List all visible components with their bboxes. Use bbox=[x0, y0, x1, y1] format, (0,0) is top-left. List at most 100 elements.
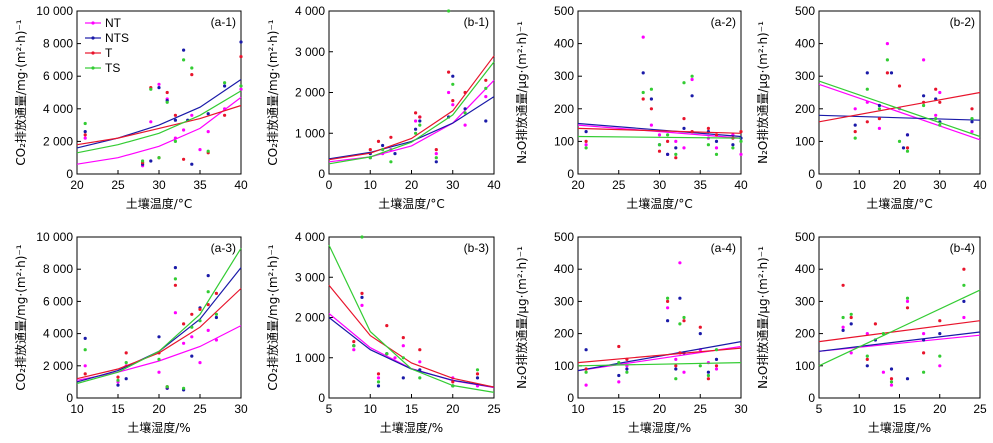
data-point-nts bbox=[970, 120, 974, 124]
data-point-nts bbox=[149, 159, 153, 163]
data-point-nt bbox=[865, 100, 869, 104]
y-tick-label: 400 bbox=[554, 37, 574, 51]
x-axis-label: 土壤温度/°C bbox=[626, 196, 692, 211]
x-tick-label: 30 bbox=[234, 402, 248, 416]
x-tick-label: 40 bbox=[734, 178, 748, 192]
data-point-nts bbox=[418, 119, 422, 123]
y-tick-label: 100 bbox=[795, 359, 815, 373]
data-point-ts bbox=[714, 348, 719, 352]
data-point-ts bbox=[116, 378, 120, 382]
data-point-t bbox=[674, 364, 678, 368]
data-point-nts bbox=[666, 152, 670, 156]
data-point-ts bbox=[484, 86, 488, 90]
data-point-t bbox=[206, 303, 210, 307]
data-point-t bbox=[841, 283, 845, 287]
y-tick-label: 300 bbox=[554, 69, 574, 83]
y-tick-label: 2 000 bbox=[43, 359, 73, 373]
data-point-nts bbox=[641, 71, 645, 75]
panel-b-3: 5 10 15 20 25 0 1 000 2 000 3 000 4 000 土壤湿度/% CO₂排… bbox=[265, 230, 501, 435]
data-point-t bbox=[714, 364, 719, 368]
data-point-nt bbox=[584, 383, 588, 387]
data-point-ts bbox=[451, 82, 455, 86]
data-point-ts bbox=[962, 283, 966, 287]
x-tick-label: 40 bbox=[234, 178, 248, 192]
data-point-nt bbox=[649, 123, 654, 127]
y-tick-label: 0 bbox=[66, 167, 73, 181]
data-point-nt bbox=[881, 370, 886, 374]
y-axis-label: N₂O排放通量/μg·(m²·h)⁻¹ bbox=[514, 21, 529, 164]
x-tick-label: 10 bbox=[853, 402, 867, 416]
data-point-t bbox=[165, 90, 169, 95]
data-point-t bbox=[198, 307, 202, 311]
x-axis-label: 土壤湿度/% bbox=[628, 420, 691, 435]
data-point-nt bbox=[182, 341, 186, 345]
data-point-nt bbox=[938, 90, 942, 95]
data-point-nt bbox=[617, 380, 621, 384]
data-point-t bbox=[584, 139, 588, 143]
data-point-nts bbox=[584, 130, 588, 134]
data-point-nt bbox=[905, 299, 910, 303]
data-point-ts bbox=[182, 58, 186, 62]
data-point-t bbox=[124, 351, 128, 355]
data-point-ts bbox=[206, 149, 210, 153]
fit-line-ts bbox=[328, 61, 495, 165]
x-tick-label: 20 bbox=[653, 402, 667, 416]
fit-line-nts bbox=[818, 331, 981, 352]
panel-b-1: 0 10 20 30 40 0 1 000 2 000 3 000 4 000 土壤温度/°C CO₂… bbox=[265, 4, 501, 211]
data-point-nt bbox=[641, 35, 645, 39]
y-tick-label: 100 bbox=[554, 359, 574, 373]
data-point-nts bbox=[434, 160, 438, 164]
y-tick-label: 300 bbox=[795, 294, 815, 308]
panel-a-4: 10 15 20 25 300100200300400500土壤湿度/%N₂O排放通量/… bbox=[514, 230, 748, 435]
data-point-ts bbox=[641, 90, 645, 95]
y-tick-label: 1 000 bbox=[295, 126, 325, 140]
fit-line-nts bbox=[76, 79, 242, 149]
x-tick-label: 5 bbox=[326, 402, 333, 416]
data-point-nts bbox=[173, 118, 177, 122]
data-point-nt bbox=[463, 123, 467, 127]
data-point-nts bbox=[962, 299, 966, 303]
data-point-ts bbox=[190, 66, 194, 70]
data-point-t bbox=[962, 267, 966, 271]
data-point-nt bbox=[173, 136, 177, 140]
data-point-nts bbox=[714, 139, 719, 143]
data-point-ts bbox=[157, 156, 161, 160]
data-point-nt bbox=[922, 332, 926, 336]
legend-marker-nt bbox=[91, 21, 95, 25]
data-point-ts bbox=[173, 139, 177, 143]
data-point-nt bbox=[451, 103, 455, 107]
data-point-nts bbox=[865, 71, 869, 75]
fit-line-nt bbox=[328, 79, 495, 163]
data-point-t bbox=[475, 372, 480, 376]
y-tick-label: 6 000 bbox=[43, 294, 73, 308]
data-point-t bbox=[173, 113, 177, 117]
data-point-ts bbox=[157, 357, 161, 361]
data-point-nt bbox=[853, 107, 857, 111]
legend-label-nt: NT bbox=[105, 16, 122, 30]
data-point-nts bbox=[905, 133, 910, 137]
y-tick-label: 500 bbox=[554, 230, 574, 244]
data-point-ts bbox=[877, 107, 882, 111]
x-tick-label: 20 bbox=[405, 178, 419, 192]
y-tick-label: 400 bbox=[554, 262, 574, 276]
data-point-t bbox=[214, 291, 218, 295]
y-tick-label: 6 000 bbox=[43, 69, 73, 83]
panel-b-2: 0 10 20 30 400100200300400500土壤温度/°CN₂O排放通量/… bbox=[755, 4, 987, 211]
data-point-ts bbox=[124, 361, 128, 365]
data-point-nts bbox=[584, 348, 588, 352]
plot-frame bbox=[328, 10, 495, 175]
x-tick-label: 10 bbox=[571, 402, 585, 416]
y-tick-label: 0 bbox=[567, 167, 574, 181]
data-point-t bbox=[714, 133, 719, 137]
fit-line-ts bbox=[818, 80, 981, 138]
data-point-ts bbox=[190, 325, 194, 329]
data-point-nts bbox=[157, 86, 161, 90]
data-point-t bbox=[182, 322, 186, 326]
fit-line-ts bbox=[76, 90, 242, 154]
data-point-ts bbox=[165, 100, 169, 104]
y-tick-label: 400 bbox=[795, 262, 815, 276]
data-point-ts bbox=[385, 352, 389, 356]
plot-frame bbox=[76, 10, 242, 175]
data-point-nts bbox=[690, 94, 694, 98]
data-point-ts bbox=[698, 364, 702, 368]
